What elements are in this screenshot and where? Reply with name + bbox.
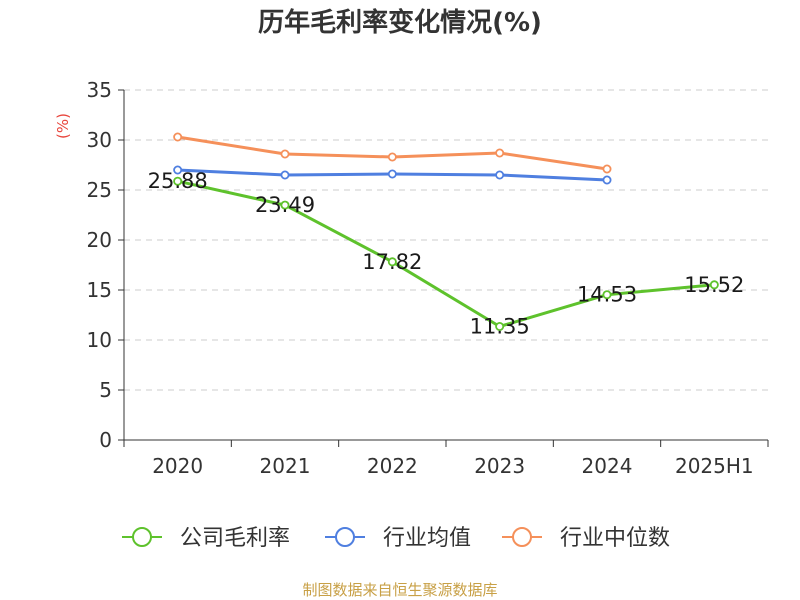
data-point: [709, 280, 719, 290]
y-tick-label: 25: [87, 178, 112, 202]
y-tick-label: 35: [87, 78, 112, 102]
legend-marker: [132, 527, 152, 547]
legend-marker: [335, 527, 355, 547]
chart-title: 历年毛利率变化情况(%): [258, 7, 542, 38]
legend-item[interactable]: 行业均值: [325, 526, 471, 551]
y-tick-label: 15: [87, 278, 112, 302]
data-point: [173, 165, 183, 175]
grid: [124, 89, 768, 391]
x-tick-label: 2025H1: [675, 454, 754, 478]
series-lines: [173, 132, 719, 331]
source-note: 制图数据来自恒生聚源数据库: [302, 581, 497, 599]
series-line: [177, 179, 715, 328]
data-point: [602, 175, 612, 185]
data-point: [280, 149, 290, 159]
data-labels: 25.88 23.49 17.82 11.35 14.53 15.52: [148, 169, 745, 338]
data-point: [387, 152, 397, 162]
y-tick-label: 5: [99, 378, 112, 402]
legend-label: 公司毛利率: [180, 526, 290, 551]
y-tick-label: 0: [99, 428, 112, 452]
data-point: [602, 290, 612, 300]
legend-marker: [512, 527, 532, 547]
data-point: [173, 176, 183, 186]
axes: 0 5 10 15 20 25 30 35 2020 2021 2022 2023 2024 2025H1: [87, 78, 769, 478]
legend-item[interactable]: 公司毛利率: [122, 526, 290, 551]
data-point: [173, 132, 183, 142]
data-point: [280, 170, 290, 180]
x-tick-label: 2023: [474, 454, 525, 478]
y-tick-label: 30: [87, 128, 112, 152]
data-label: 25.88: [148, 169, 208, 193]
y-tick-label: 20: [87, 228, 112, 252]
y-axis-unit-label: (%): [54, 113, 72, 139]
x-tick-label: 2021: [260, 454, 311, 478]
data-point: [280, 200, 290, 210]
x-tick-label: 2020: [152, 454, 203, 478]
data-point: [495, 321, 505, 331]
data-label: 23.49: [255, 193, 315, 217]
data-label: 14.53: [577, 283, 637, 307]
legend-item[interactable]: 行业中位数: [502, 526, 670, 551]
data-point: [495, 148, 505, 158]
y-tick-label: 10: [87, 328, 112, 352]
x-tick-label: 2024: [582, 454, 633, 478]
data-point: [387, 169, 397, 179]
data-label: 11.35: [470, 315, 530, 339]
legend-label: 行业均值: [383, 526, 471, 551]
data-label: 17.82: [362, 250, 422, 274]
data-point: [602, 164, 612, 174]
legend[interactable]: 公司毛利率 行业均值 行业中位数: [122, 526, 670, 551]
data-point: [495, 170, 505, 180]
x-tick-label: 2022: [367, 454, 418, 478]
data-point: [387, 257, 397, 267]
legend-label: 行业中位数: [560, 526, 670, 551]
data-label: 15.52: [684, 273, 744, 297]
